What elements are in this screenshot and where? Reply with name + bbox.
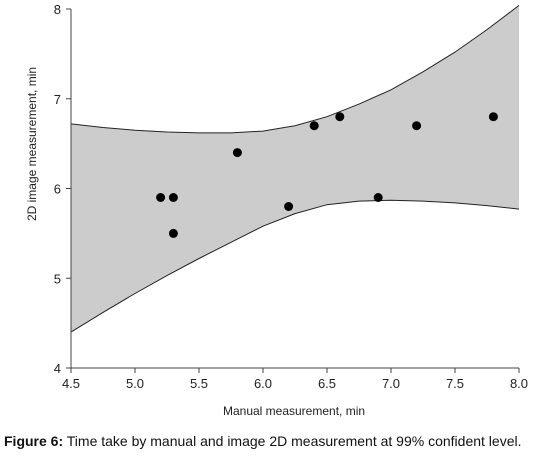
x-tick-label: 6.5 [318, 376, 336, 391]
caption-text: Time take by manual and image 2D measure… [63, 433, 522, 449]
y-tick-label: 6 [54, 182, 61, 197]
x-tick-label: 7.0 [382, 376, 400, 391]
data-point [168, 193, 178, 202]
lower-confidence-line [70, 199, 520, 333]
data-points [156, 112, 498, 238]
axes: 4.5 5.0 5.5 6.0 6.5 7.0 7.5 8.0 4 5 6 7 8 [54, 2, 528, 391]
x-tick-label: 5.5 [190, 376, 208, 391]
confidence-band-layer [70, 5, 520, 333]
caption-label: Figure 6: [4, 433, 64, 449]
y-axis-label: 2D image measurement, min [25, 67, 39, 221]
x-tick-label: 7.5 [446, 376, 464, 391]
y-tick-label: 4 [54, 361, 61, 376]
y-tick-label: 8 [54, 2, 61, 17]
data-point [232, 148, 242, 158]
x-axis-label: Manual measurement, min [223, 404, 365, 418]
x-tick-label: 8.0 [510, 376, 528, 391]
data-point [156, 193, 166, 202]
upper-confidence-line [70, 5, 520, 134]
y-tick-label: 5 [54, 271, 61, 286]
data-point [168, 228, 178, 238]
data-point [412, 121, 422, 131]
x-tick-label: 5.0 [126, 376, 144, 391]
confidence-band-area [71, 5, 519, 333]
data-point [284, 202, 294, 211]
data-point [488, 112, 498, 122]
y-tick-label: 7 [54, 92, 61, 107]
data-point [335, 112, 345, 122]
data-point [373, 193, 383, 202]
data-point [309, 121, 319, 131]
figure-caption: Figure 6: Time take by manual and image … [4, 433, 540, 449]
x-tick-label: 4.5 [62, 376, 80, 391]
x-tick-label: 6.0 [254, 376, 272, 391]
